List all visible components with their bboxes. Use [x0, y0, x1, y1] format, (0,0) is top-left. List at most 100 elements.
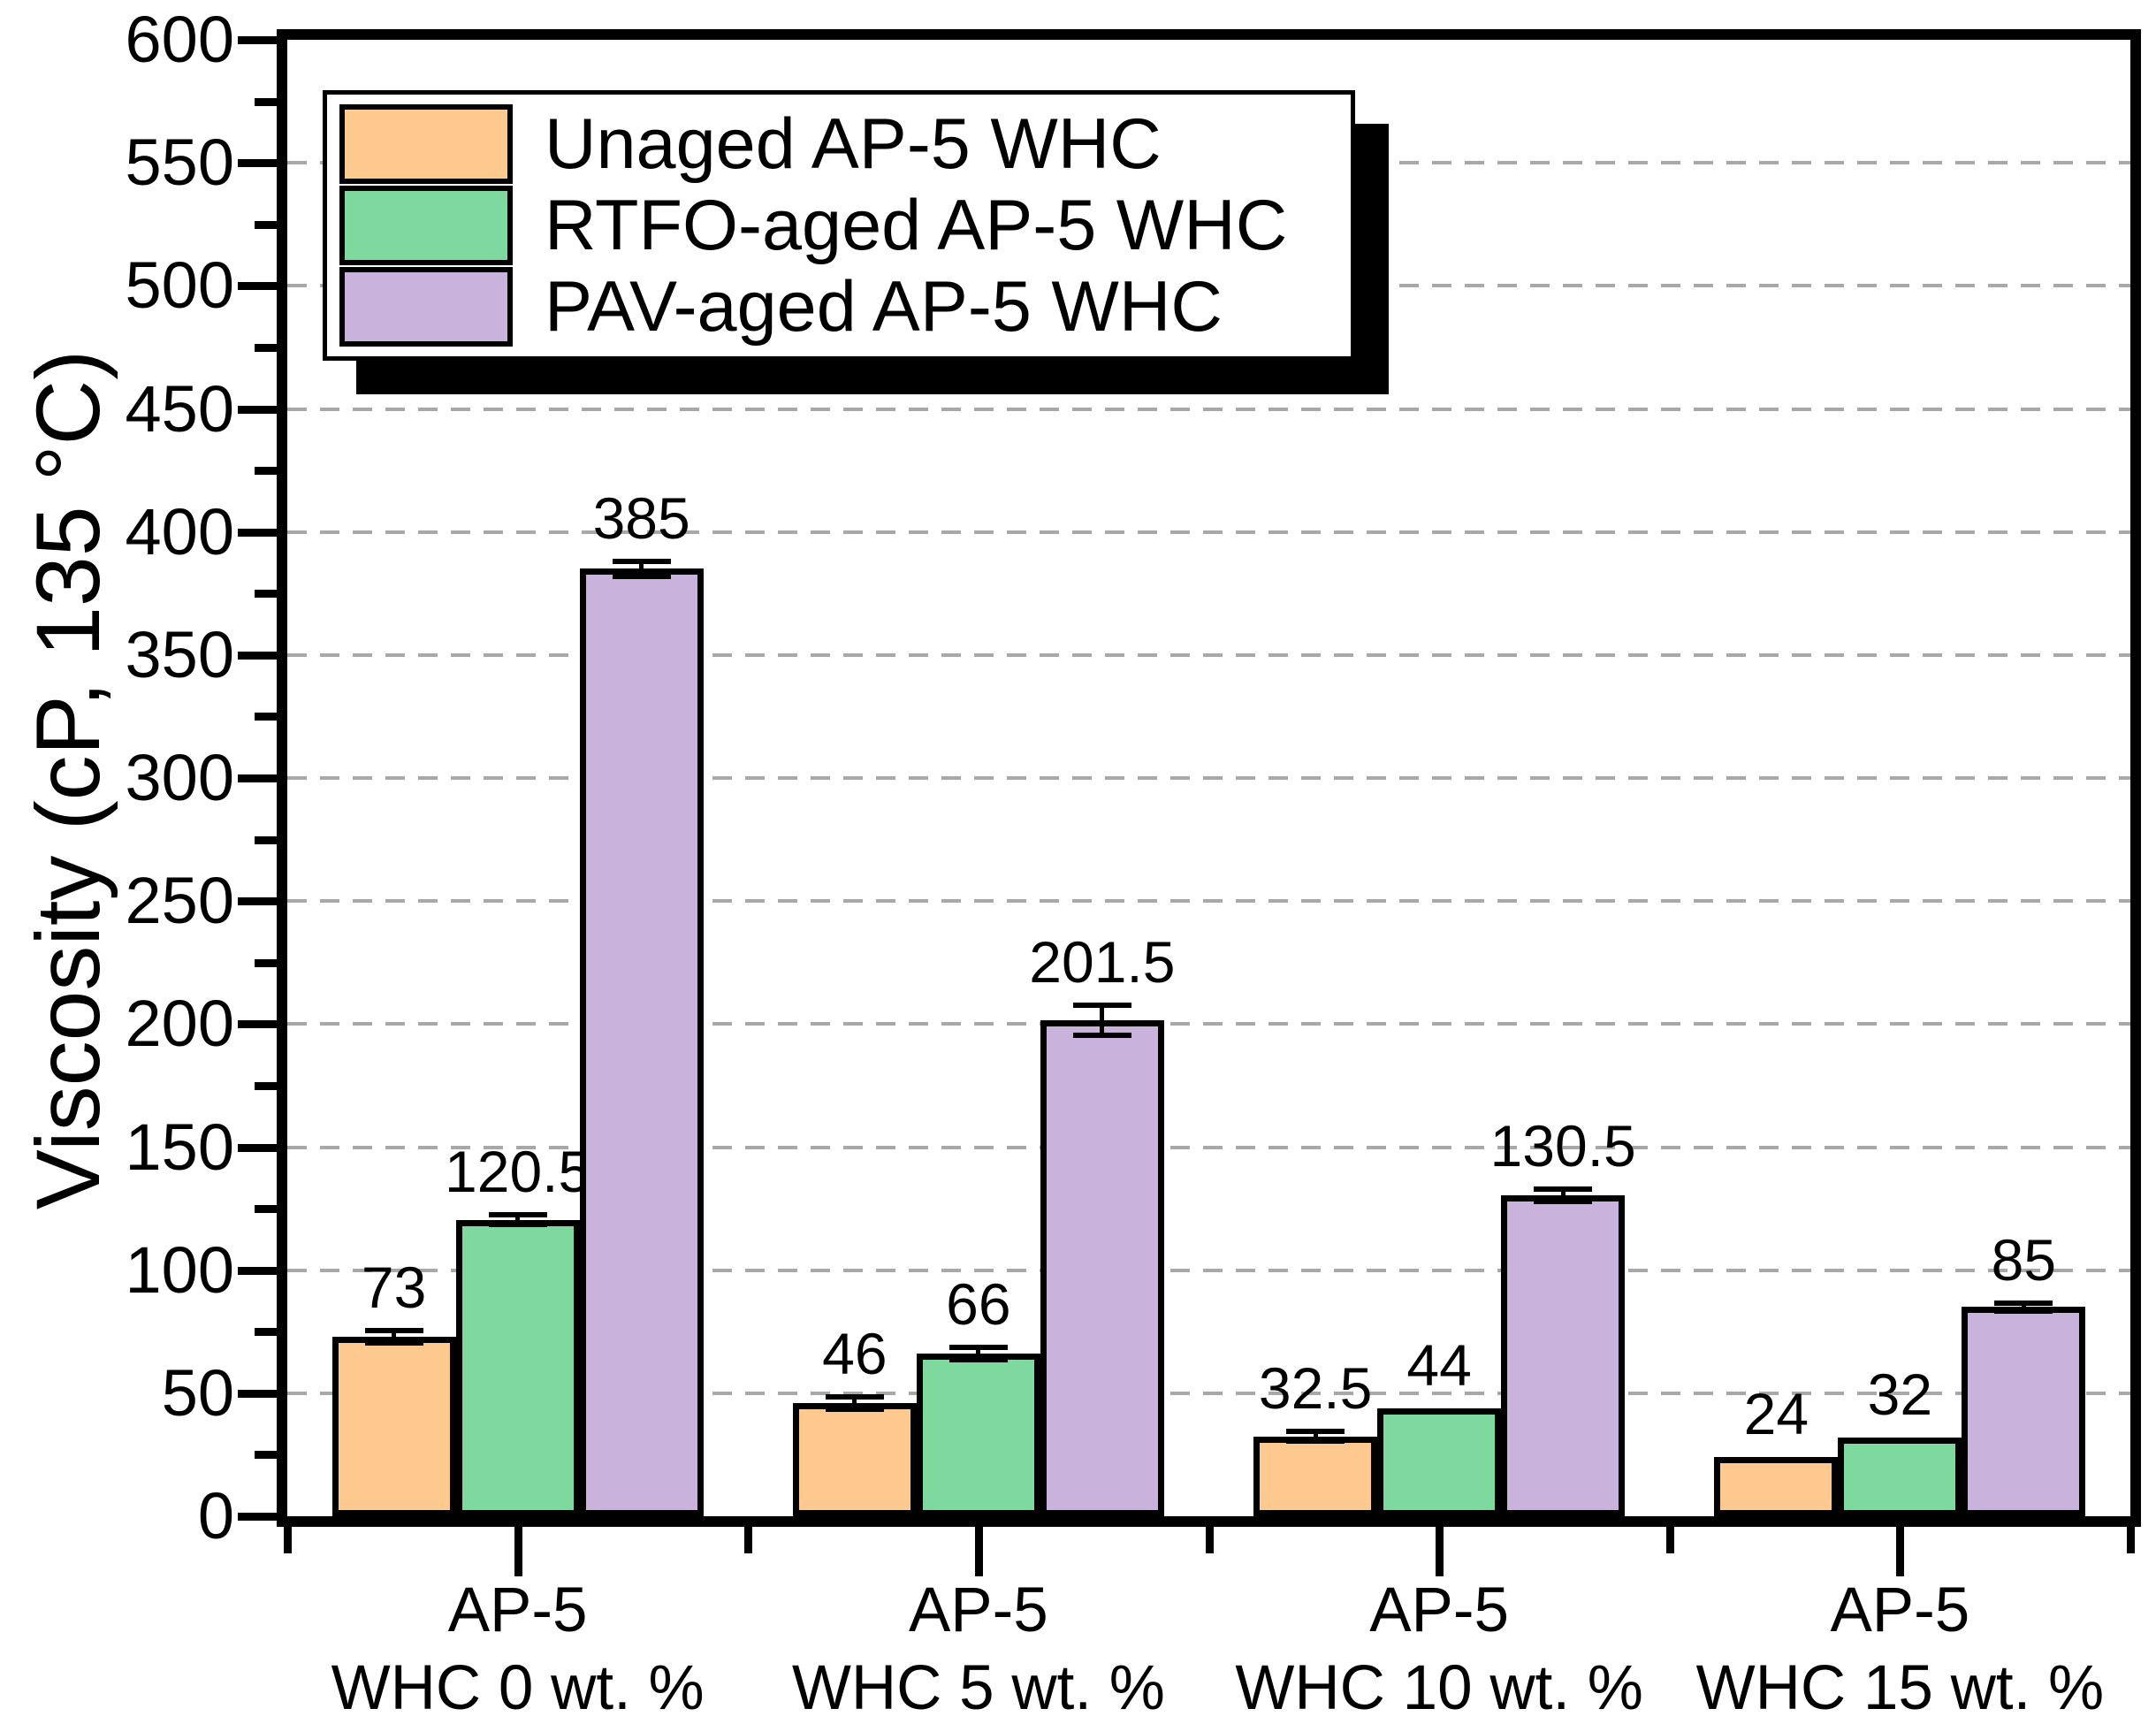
x-category-label-line: WHC 10 wt. %	[1235, 1653, 1643, 1723]
error-bar-cap-top	[488, 1212, 547, 1218]
y-minor-tick-175	[255, 1081, 277, 1090]
y-major-tick-200	[238, 1020, 277, 1029]
y-major-tick-150	[238, 1143, 277, 1152]
error-bar-cap-top	[364, 1327, 423, 1333]
error-bar-cap-bottom	[364, 1339, 423, 1346]
legend-swatch-pav	[339, 267, 513, 347]
y-major-tick-600	[238, 36, 277, 44]
legend-entry-pav: PAV-aged AP-5 WHC	[339, 266, 1338, 347]
legend-entry-rtfo: RTFO-aged AP-5 WHC	[339, 185, 1338, 266]
legend: Unaged AP-5 WHC RTFO-aged AP-5 WHC PAV-a…	[323, 90, 1355, 361]
value-label: 73	[361, 1254, 427, 1320]
y-tick-label-400: 400	[125, 494, 234, 568]
value-label: 130.5	[1489, 1112, 1636, 1179]
gridline-400	[287, 530, 2130, 534]
y-tick-label-550: 550	[125, 126, 234, 200]
error-bar-cap-bottom	[1286, 1438, 1345, 1445]
y-minor-tick-75	[255, 1328, 277, 1337]
bar-rtfo-aged-group3	[1838, 1437, 1962, 1516]
y-minor-tick-475	[255, 343, 277, 352]
bar-pav-aged-group2	[1501, 1194, 1626, 1516]
y-tick-label-450: 450	[125, 371, 234, 446]
value-label: 85	[1991, 1227, 2057, 1293]
x-major-tick-2	[1436, 1527, 1444, 1576]
y-major-tick-300	[238, 774, 277, 782]
y-major-tick-450	[238, 405, 277, 414]
error-bar-cap-bottom	[612, 573, 671, 579]
bar-unaged-group3	[1714, 1457, 1839, 1516]
legend-swatch-rtfo	[339, 186, 513, 265]
error-bar	[1313, 1430, 1318, 1442]
legend-label-rtfo: RTFO-aged AP-5 WHC	[545, 186, 1288, 265]
y-major-tick-550	[238, 159, 277, 168]
x-category-label-line: AP-5	[447, 1575, 588, 1645]
error-bar-cap-top	[1534, 1186, 1593, 1192]
bar-pav-aged-group1	[1040, 1020, 1164, 1516]
y-major-tick-250	[238, 897, 277, 906]
x-category-label-2: AP-5 WHC 10 wt. %	[1103, 1572, 1775, 1724]
bar-pav-aged-group0	[579, 568, 704, 1516]
value-label: 24	[1743, 1381, 1809, 1447]
error-bar-cap-top	[1072, 1003, 1131, 1009]
x-minor-tick-0	[284, 1527, 292, 1553]
y-major-tick-500	[238, 282, 277, 291]
value-label: 46	[822, 1321, 888, 1386]
y-tick-label-600: 600	[125, 3, 234, 76]
error-bar	[639, 561, 644, 576]
y-minor-tick-375	[255, 590, 277, 599]
y-major-tick-400	[238, 528, 277, 537]
value-label: 44	[1406, 1331, 1472, 1398]
error-bar	[1560, 1188, 1566, 1201]
error-bar	[1100, 1005, 1105, 1035]
y-minor-tick-325	[255, 713, 277, 721]
bars-layer: 73 46 32.5 24 120.5 66 44 32 385 201.5 130.5 85	[287, 40, 2130, 1516]
y-tick-label-0: 0	[197, 1479, 234, 1552]
legend-entry-unaged: Unaged AP-5 WHC	[339, 103, 1338, 185]
error-bar	[515, 1215, 521, 1225]
value-label: 385	[592, 485, 690, 552]
error-bar-cap-bottom	[1072, 1032, 1131, 1038]
x-minor-tick-4	[2127, 1527, 2135, 1553]
y-tick-label-150: 150	[125, 1110, 234, 1184]
error-bar-cap-bottom	[1534, 1198, 1593, 1204]
y-tick-label-50: 50	[161, 1355, 234, 1430]
bar-rtfo-aged-group0	[455, 1219, 580, 1516]
x-category-label-1: AP-5 WHC 5 wt. %	[643, 1572, 1314, 1724]
legend-label-unaged: Unaged AP-5 WHC	[545, 104, 1162, 184]
bar-pav-aged-group3	[1962, 1307, 2086, 1516]
error-bar-cap-top	[948, 1345, 1008, 1351]
x-minor-tick-1	[744, 1527, 753, 1553]
error-bar-cap-bottom	[825, 1406, 884, 1412]
error-bar-cap-top	[1286, 1428, 1345, 1434]
gridline-450	[287, 407, 2130, 411]
legend-label-pav: PAV-aged AP-5 WHC	[545, 267, 1223, 347]
y-tick-label-350: 350	[125, 617, 234, 691]
gridline-250	[287, 899, 2130, 904]
error-bar	[392, 1330, 397, 1343]
y-tick-label-500: 500	[125, 248, 234, 323]
y-tick-label-200: 200	[125, 987, 234, 1061]
y-tick-label-300: 300	[125, 741, 234, 814]
error-bar-cap-top	[612, 559, 671, 565]
x-category-label-line: WHC 15 wt. %	[1695, 1653, 2105, 1723]
y-major-tick-100	[238, 1266, 277, 1275]
gridline-350	[287, 652, 2130, 657]
error-bar	[976, 1347, 981, 1361]
value-label: 32.5	[1258, 1354, 1373, 1421]
error-bar	[2021, 1303, 2026, 1311]
x-major-tick-3	[1896, 1527, 1905, 1576]
x-category-label-line: WHC 0 wt. %	[331, 1653, 705, 1723]
x-minor-tick-2	[1205, 1527, 1214, 1553]
gridline-300	[287, 776, 2130, 780]
value-label: 120.5	[445, 1139, 591, 1205]
x-major-tick-0	[514, 1527, 522, 1576]
error-bar-cap-bottom	[488, 1222, 547, 1228]
y-tick-label-100: 100	[125, 1232, 234, 1307]
y-major-tick-350	[238, 651, 277, 660]
bar-rtfo-aged-group1	[916, 1354, 1040, 1516]
y-minor-tick-225	[255, 958, 277, 967]
